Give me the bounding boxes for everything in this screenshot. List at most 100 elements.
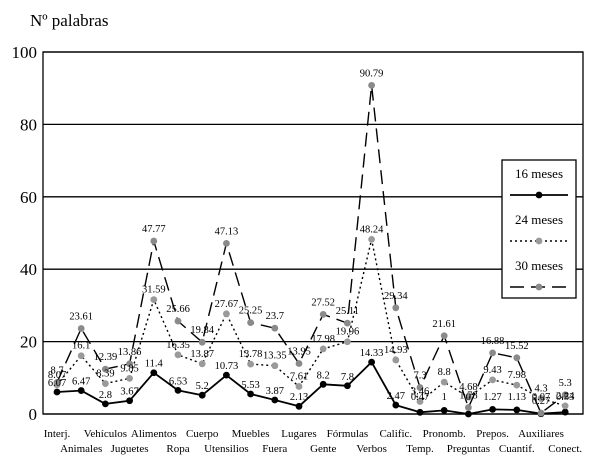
x-tick-label: Juguetes <box>111 443 149 455</box>
data-label: 9.43 <box>483 365 501 376</box>
data-point <box>247 390 255 398</box>
data-label: 6.07 <box>48 378 66 389</box>
data-point <box>174 351 182 359</box>
data-point <box>53 379 61 386</box>
data-point <box>247 319 255 326</box>
data-point <box>223 371 230 379</box>
legend-marker <box>535 237 543 245</box>
data-point <box>150 296 158 304</box>
data-point <box>319 310 327 318</box>
data-label: 23.61 <box>69 312 93 323</box>
data-label: 4.68 <box>459 382 477 393</box>
x-tick-label: Alimentos <box>131 428 177 440</box>
data-point <box>561 408 569 416</box>
data-point <box>440 378 448 386</box>
series-points <box>53 81 569 418</box>
x-tick-label: Gente <box>310 443 336 455</box>
x-tick-label: Verbos <box>356 443 387 455</box>
data-point <box>465 410 472 418</box>
data-point <box>271 324 279 332</box>
data-label: 1 <box>442 392 447 403</box>
data-label: 8.2 <box>317 370 330 381</box>
data-point <box>198 360 206 368</box>
x-tick-label: Ropa <box>166 443 189 455</box>
data-label: 0.53 <box>556 392 574 403</box>
data-label: 25.25 <box>239 306 263 317</box>
y-tick-label: 0 <box>29 405 38 424</box>
series-line-dashed <box>56 84 566 414</box>
data-point <box>295 402 303 410</box>
data-label: 7.3 <box>413 371 426 382</box>
data-label: 15.52 <box>505 341 529 352</box>
data-point <box>416 384 424 391</box>
x-tick-label: Temp. <box>406 443 434 455</box>
data-label: 2.13 <box>290 392 308 403</box>
x-tick-label: Animales <box>60 443 102 455</box>
data-point <box>174 386 182 394</box>
data-label: 21.61 <box>432 319 456 330</box>
x-tick-labels: Interj. Animales Vehículos Juguetes Alimento… <box>44 428 583 455</box>
y-tick-label: 80 <box>20 115 37 134</box>
x-tick-label: Cuerpo <box>186 428 219 440</box>
data-label: 6.53 <box>169 376 187 387</box>
data-point <box>392 356 400 364</box>
y-tick-label: 40 <box>20 260 37 279</box>
data-point <box>53 388 61 396</box>
data-point <box>198 391 206 399</box>
series-line-dotted <box>56 238 566 407</box>
data-label: 19.84 <box>190 325 214 336</box>
data-label: 27.52 <box>311 297 335 308</box>
data-point <box>77 325 85 332</box>
data-label: 27.67 <box>215 299 239 310</box>
data-label: 8.8 <box>438 367 451 378</box>
y-tick-label: 20 <box>20 333 37 352</box>
data-point <box>513 406 521 414</box>
data-label: 0.07 <box>532 392 550 403</box>
data-label: 48.24 <box>360 224 384 235</box>
x-tick-label: Lugares <box>281 428 316 440</box>
data-label: 2.47 <box>387 391 405 402</box>
data-point <box>77 387 85 394</box>
data-point <box>150 237 158 245</box>
legend-series-name: 30 meses <box>515 258 563 273</box>
data-point <box>126 374 133 382</box>
data-point <box>368 235 375 243</box>
x-tick-label: Auxiliares <box>518 428 564 440</box>
data-label: 14.93 <box>384 345 408 356</box>
data-label: 1.78 <box>459 391 477 402</box>
data-label: 25.66 <box>166 304 190 315</box>
data-point <box>537 395 545 402</box>
y-tick-label: 60 <box>20 188 37 207</box>
legend-series-name: 24 meses <box>515 212 563 227</box>
data-label: 3.87 <box>266 386 284 397</box>
legend-marker <box>535 191 543 199</box>
data-label: 0.27 <box>532 396 550 407</box>
data-point <box>392 304 400 312</box>
data-point <box>77 352 85 360</box>
data-label: 25.11 <box>336 306 359 317</box>
x-tick-label: Fórmulas <box>327 428 369 440</box>
plot-frame <box>42 51 584 415</box>
data-label: 16.1 <box>72 341 90 352</box>
legend: 16 meses 24 meses 30 meses <box>501 159 577 299</box>
data-point <box>561 391 569 399</box>
legend-box <box>501 159 577 299</box>
x-tick-label: Conect. <box>548 443 582 455</box>
data-label: 11.4 <box>145 359 164 370</box>
data-point <box>368 358 375 366</box>
data-label: 17.98 <box>311 334 335 345</box>
data-point <box>489 349 496 357</box>
data-point <box>344 319 351 327</box>
data-label: 5.2 <box>196 381 209 392</box>
x-tick-label: Muebles <box>232 428 270 440</box>
data-point <box>416 398 424 405</box>
series-line-solid <box>56 361 566 415</box>
data-label: 7.8 <box>341 372 354 383</box>
data-point <box>537 409 545 417</box>
data-point <box>271 396 279 404</box>
data-label: 7.61 <box>290 371 308 382</box>
data-label: 47.77 <box>142 224 166 235</box>
data-point <box>198 338 206 346</box>
data-label: 6.47 <box>72 377 90 388</box>
